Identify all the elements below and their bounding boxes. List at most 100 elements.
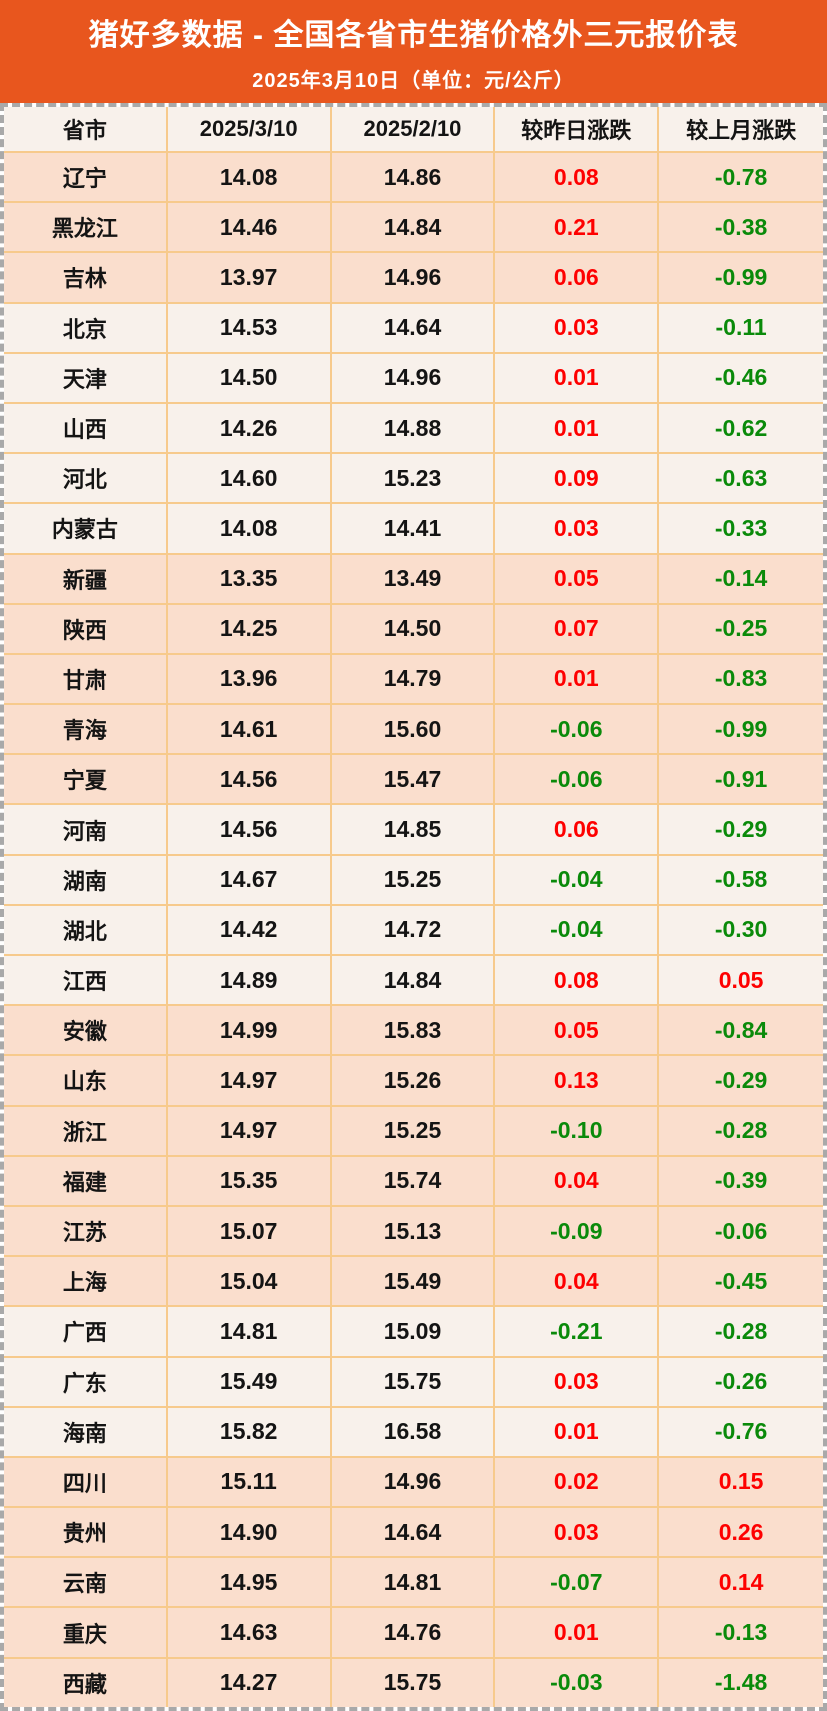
province-cell: 黑龙江 — [4, 203, 168, 252]
day-change-cell: 0.07 — [495, 604, 660, 653]
table-row: 河北 14.60 15.23 0.09 -0.63 — [4, 454, 823, 505]
province-cell: 四川 — [4, 1457, 168, 1507]
table-row: 北京 14.53 14.64 0.03 -0.11 — [4, 303, 823, 354]
table-row: 天津 14.50 14.96 0.01 -0.46 — [4, 353, 823, 404]
month-change-cell: -0.13 — [714, 1619, 768, 1646]
table-row: 黑龙江 14.46 14.84 0.21 -0.38 — [4, 203, 823, 254]
day-change-cell: 0.05 — [495, 554, 660, 603]
province-cell: 吉林 — [4, 253, 168, 302]
month-change-cell: -0.25 — [714, 615, 768, 642]
price-current-cell: 14.67 — [168, 855, 332, 904]
table-row: 云南 14.95 14.81 -0.07 0.14 — [4, 1558, 823, 1609]
province-cell: 青海 — [4, 705, 168, 754]
table-row: 广东 15.49 15.75 0.03 -0.26 — [4, 1357, 823, 1408]
table-row: 山西 14.26 14.88 0.01 -0.62 — [4, 403, 823, 455]
price-prev-cell: 14.88 — [332, 403, 496, 453]
month-change-cell: -0.14 — [714, 565, 768, 592]
price-prev-cell: 15.60 — [332, 705, 496, 754]
report-banner: 猪好多数据 - 全国各省市生猪价格外三元报价表 2025年3月10日（单位：元/… — [0, 0, 827, 103]
day-change-cell: -0.09 — [495, 1206, 660, 1256]
price-current-cell: 15.07 — [168, 1206, 332, 1256]
price-prev-cell: 14.72 — [332, 905, 496, 954]
province-cell: 上海 — [4, 1257, 168, 1306]
month-change-cell: -0.62 — [714, 414, 768, 441]
province-cell: 河南 — [4, 805, 168, 854]
report-subtitle: 2025年3月10日（单位：元/公斤） — [252, 70, 575, 92]
column-header-province: 省市 — [4, 107, 168, 151]
month-change-cell: -0.28 — [714, 1117, 768, 1144]
month-change-cell: -0.99 — [714, 263, 768, 290]
day-change-cell: 0.08 — [495, 956, 660, 1005]
table-row: 海南 15.82 16.58 0.01 -0.76 — [4, 1407, 823, 1458]
table-row: 吉林 13.97 14.96 0.06 -0.99 — [4, 253, 823, 304]
price-current-cell: 15.04 — [168, 1257, 332, 1306]
province-cell: 福建 — [4, 1156, 168, 1205]
province-cell: 重庆 — [4, 1608, 168, 1657]
table-row: 山东 14.97 15.26 0.13 -0.29 — [4, 1056, 823, 1107]
month-change-cell: -0.11 — [715, 314, 767, 341]
day-change-cell: -0.06 — [495, 705, 660, 754]
month-change-cell: -0.84 — [714, 1016, 768, 1043]
month-change-cell: -0.91 — [714, 765, 768, 792]
month-change-cell: -0.30 — [714, 916, 768, 943]
month-change-cell: -0.63 — [714, 464, 768, 491]
table-row: 青海 14.61 15.60 -0.06 -0.99 — [4, 705, 823, 756]
price-current-cell: 15.35 — [168, 1156, 332, 1205]
table-row: 福建 15.35 15.74 0.04 -0.39 — [4, 1156, 823, 1207]
price-current-cell: 14.89 — [168, 956, 332, 1005]
price-prev-cell: 15.25 — [332, 855, 496, 904]
price-current-cell: 14.53 — [168, 303, 332, 352]
day-change-cell: -0.06 — [495, 755, 660, 804]
day-change-cell: 0.02 — [495, 1457, 660, 1507]
price-current-cell: 15.11 — [168, 1457, 332, 1507]
table-row: 江西 14.89 14.84 0.08 0.05 — [4, 956, 823, 1007]
month-change-cell: -0.29 — [714, 816, 768, 843]
month-change-cell: 0.15 — [718, 1468, 764, 1495]
price-prev-cell: 15.09 — [332, 1307, 496, 1356]
price-current-cell: 13.96 — [168, 654, 332, 704]
table-row: 河南 14.56 14.85 0.06 -0.29 — [4, 805, 823, 856]
day-change-cell: 0.08 — [495, 153, 660, 202]
price-prev-cell: 13.49 — [332, 554, 496, 603]
price-prev-cell: 15.26 — [332, 1056, 496, 1105]
day-change-cell: 0.01 — [495, 1407, 660, 1456]
province-cell: 山西 — [4, 403, 168, 453]
price-prev-cell: 14.81 — [332, 1558, 496, 1607]
price-prev-cell: 14.41 — [332, 504, 496, 553]
day-change-cell: 0.09 — [495, 454, 660, 503]
price-prev-cell: 15.25 — [332, 1106, 496, 1155]
price-current-cell: 14.42 — [168, 905, 332, 954]
province-cell: 内蒙古 — [4, 504, 168, 553]
province-cell: 广东 — [4, 1357, 168, 1406]
price-prev-cell: 15.47 — [332, 755, 496, 804]
price-prev-cell: 15.75 — [332, 1357, 496, 1406]
table-row: 贵州 14.90 14.64 0.03 0.26 — [4, 1508, 823, 1559]
price-current-cell: 14.63 — [168, 1608, 332, 1657]
column-header-price-current: 2025/3/10 — [168, 107, 332, 151]
month-change-cell: -0.76 — [714, 1418, 768, 1445]
month-change-cell: -0.33 — [714, 514, 768, 541]
price-current-cell: 14.56 — [168, 755, 332, 804]
day-change-cell: -0.03 — [495, 1658, 660, 1707]
day-change-cell: 0.06 — [495, 805, 660, 854]
price-current-cell: 14.97 — [168, 1106, 332, 1155]
month-change-cell: -0.39 — [714, 1167, 768, 1194]
day-change-cell: 0.13 — [495, 1056, 660, 1105]
province-cell: 辽宁 — [4, 153, 168, 202]
province-cell: 云南 — [4, 1558, 168, 1607]
day-change-cell: 0.01 — [495, 353, 660, 402]
day-change-cell: -0.21 — [495, 1307, 660, 1356]
province-cell: 河北 — [4, 454, 168, 503]
table-row: 浙江 14.97 15.25 -0.10 -0.28 — [4, 1106, 823, 1157]
price-current-cell: 14.26 — [168, 403, 332, 453]
month-change-cell: -0.38 — [714, 213, 768, 240]
price-current-cell: 14.27 — [168, 1658, 332, 1707]
month-change-cell: -0.45 — [714, 1267, 768, 1294]
month-change-cell: 0.14 — [718, 1568, 764, 1595]
month-change-cell: -0.26 — [714, 1368, 768, 1395]
price-prev-cell: 14.64 — [332, 1508, 496, 1557]
province-cell: 北京 — [4, 303, 168, 352]
month-change-cell: -0.99 — [714, 715, 768, 742]
day-change-cell: 0.03 — [495, 1357, 660, 1406]
table-row: 江苏 15.07 15.13 -0.09 -0.06 — [4, 1206, 823, 1258]
